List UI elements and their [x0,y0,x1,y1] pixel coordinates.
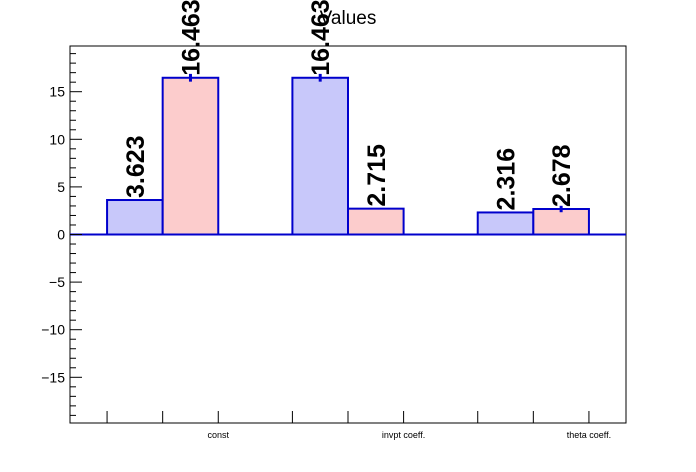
y-tick-label: 15 [49,84,65,100]
data-label-2-2: 2.715 [363,144,391,207]
bar-2-1 [161,76,220,236]
bar-2-3 [532,208,590,236]
bar-2-2 [347,207,405,236]
chart-title: Values [320,8,377,29]
y-tick-label: −5 [49,274,65,290]
data-label-2-1: 16.463 [177,0,205,76]
labels-layer: 3.623 16.463 2.316 16.463 2.715 2.678 [122,0,576,210]
axes-layer: −15 −10 −5 0 5 10 15 const invpt coeff. theta coe… [41,45,627,440]
y-tick-label: 10 [49,131,65,147]
x-category-label: const [208,430,230,440]
data-label-1-3: 2.316 [493,148,521,211]
data-label-2-3: 2.678 [548,144,576,207]
bar-1-2 [291,76,349,236]
y-tick-label: −15 [41,369,65,385]
bar-1-3 [476,211,535,236]
data-label-1-1: 3.623 [122,135,150,198]
y-tick-label: 0 [57,227,65,243]
bar-1-1 [106,199,164,236]
y-tick-label: 5 [57,179,65,195]
x-category-label: theta coeff. [567,430,611,440]
y-tick-label: −10 [41,322,65,338]
bars-layer [106,73,590,236]
x-category-label: invpt coeff. [382,430,425,440]
data-label-1-2: 16.463 [307,0,335,76]
